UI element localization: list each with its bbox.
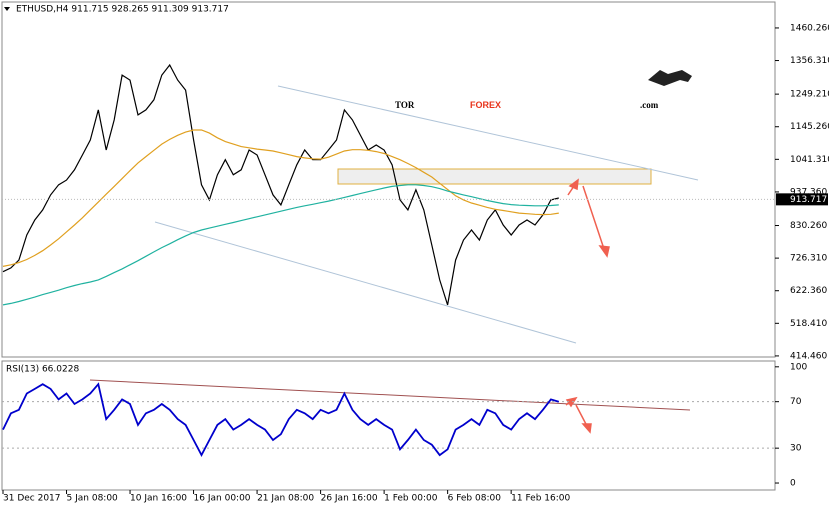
x-tick-label: 5 Jan 08:00 <box>67 494 119 504</box>
series-line <box>2 63 559 306</box>
y-tick-label: 30 <box>790 444 802 454</box>
menu-arrow <box>4 7 10 11</box>
x-tick-label: 21 Jan 08:00 <box>257 494 314 504</box>
channel-bottom <box>154 221 577 344</box>
y-tick-label: 622.360 <box>790 286 827 296</box>
rsi-panel <box>1 360 776 491</box>
series-line <box>2 382 560 458</box>
x-tick-label: 16 Jan 00:00 <box>194 494 251 504</box>
y-tick-label: 0 <box>790 479 796 489</box>
y-tick-label: 70 <box>790 397 802 407</box>
resistance-zone <box>337 168 652 185</box>
y-tick-label: 1356.310 <box>790 56 829 66</box>
logo-tor: TOR <box>395 100 415 110</box>
y-tick-label: 100 <box>790 362 807 372</box>
y-tick-label: 1145.260 <box>790 122 829 132</box>
x-tick-label: 26 Jan 16:00 <box>321 494 378 504</box>
y-tick-label: 518.410 <box>790 319 827 329</box>
y-tick-label: 1041.310 <box>790 155 829 165</box>
y-tick-label: 1249.210 <box>790 90 829 100</box>
x-tick-label: 11 Feb 16:00 <box>511 494 570 504</box>
logo-com: .com <box>640 100 659 110</box>
price-tag <box>776 193 828 206</box>
y-tick-label: 830.260 <box>790 221 827 231</box>
y-tick-label: 1460.260 <box>790 23 829 33</box>
forecast-arrows <box>565 178 610 434</box>
series-line <box>2 184 559 306</box>
indicator-label: RSI(13) 66.0228 <box>6 365 79 375</box>
series-line <box>2 129 559 267</box>
rsi-trendline <box>89 379 691 411</box>
y-tick-label: 937.360 <box>790 187 827 197</box>
logo-bull <box>648 70 692 86</box>
price-panel <box>1 1 776 358</box>
y-tick-label: 414.460 <box>790 351 827 361</box>
price-tag-label: 913.717 <box>790 195 827 205</box>
x-tick-label: 6 Feb 08:00 <box>448 494 502 504</box>
x-tick-label: 1 Feb 00:00 <box>384 494 438 504</box>
symbol-info: ETHUSD,H4 911.715 928.265 911.309 913.71… <box>16 5 229 15</box>
x-tick-label: 31 Dec 2017 <box>3 494 61 504</box>
y-tick-label: 726.310 <box>790 254 827 264</box>
logo-forex: FOREX <box>470 100 501 110</box>
x-tick-label: 10 Jan 16:00 <box>130 494 187 504</box>
channel-top <box>277 85 699 181</box>
